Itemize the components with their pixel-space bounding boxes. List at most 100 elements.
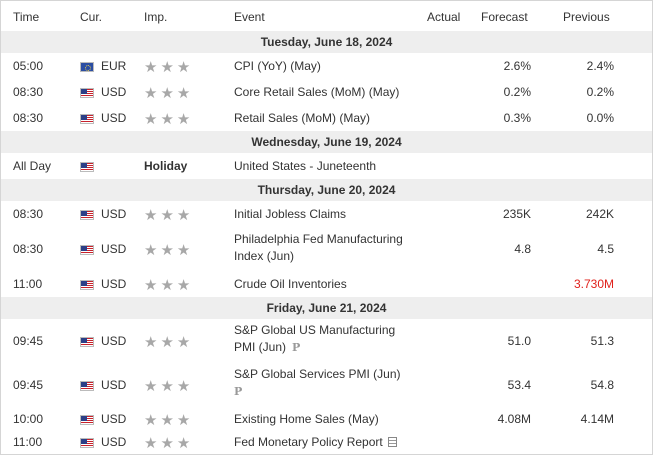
col-actual[interactable]: Actual (427, 10, 460, 24)
table-header: Time Cur. Imp. Event Actual Forecast Pre… (1, 1, 652, 32)
event-forecast: 2.6% (451, 58, 531, 75)
event-previous: 51.3 (536, 333, 614, 350)
importance-stars-icon: ★★★ (144, 378, 193, 395)
table-row[interactable]: 08:30 USD ★★★ Retail Sales (MoM) (May) 0… (1, 105, 652, 132)
event-currency: USD (101, 377, 126, 394)
us-flag-icon (80, 381, 94, 391)
us-flag-icon (80, 210, 94, 220)
event-name[interactable]: CPI (YoY) (May) (234, 58, 414, 75)
event-currency: USD (101, 84, 126, 101)
date-row: Thursday, June 20, 2024 (1, 179, 652, 202)
table-row[interactable]: 11:00 USD ★★★ Crude Oil Inventories 3.73… (1, 271, 652, 298)
preliminary-badge-icon: P (234, 383, 242, 400)
event-time: 11:00 (13, 276, 42, 293)
col-event[interactable]: Event (234, 10, 265, 24)
date-row: Wednesday, June 19, 2024 (1, 131, 652, 154)
date-row: Tuesday, June 18, 2024 (1, 31, 652, 54)
col-importance[interactable]: Imp. (144, 10, 167, 24)
importance-stars-icon: ★★★ (144, 435, 193, 452)
event-time: 08:30 (13, 206, 43, 223)
eu-flag-icon (80, 62, 94, 72)
table-row[interactable]: 08:30 USD ★★★ Core Retail Sales (MoM) (M… (1, 79, 652, 106)
event-currency: USD (101, 110, 126, 127)
col-forecast[interactable]: Forecast (481, 10, 528, 24)
event-time: 05:00 (13, 58, 43, 75)
col-currency[interactable]: Cur. (80, 10, 102, 24)
event-currency: USD (101, 206, 126, 223)
us-flag-icon (80, 415, 94, 425)
us-flag-icon (80, 88, 94, 98)
event-currency: EUR (101, 58, 126, 75)
event-name[interactable]: S&P Global US Manufacturing PMI (Jun) P (234, 322, 419, 356)
event-forecast: 4.8 (451, 241, 531, 258)
event-time: 08:30 (13, 241, 43, 258)
importance-stars-icon: ★★★ (144, 412, 193, 429)
event-time: 08:30 (13, 110, 43, 127)
event-currency: USD (101, 434, 126, 451)
importance-stars-icon: ★★★ (144, 111, 193, 128)
us-flag-icon (80, 438, 94, 448)
document-icon[interactable] (388, 437, 397, 447)
table-row[interactable]: All Day Holiday United States - Juneteen… (1, 153, 652, 180)
col-time[interactable]: Time (13, 10, 39, 24)
event-forecast: 53.4 (451, 377, 531, 394)
event-name[interactable]: Initial Jobless Claims (234, 206, 414, 223)
table-row[interactable]: 09:45 USD ★★★ S&P Global US Manufacturin… (1, 319, 652, 364)
preliminary-badge-icon: P (292, 339, 300, 356)
event-previous: 54.8 (536, 377, 614, 394)
event-forecast: 0.3% (451, 110, 531, 127)
table-row[interactable]: 11:00 USD ★★★ Fed Monetary Policy Report (1, 431, 652, 454)
table-row[interactable]: 08:30 USD ★★★ Philadelphia Fed Manufactu… (1, 227, 652, 272)
event-name-text: S&P Global US Manufacturing PMI (Jun) (234, 323, 395, 354)
event-name[interactable]: Fed Monetary Policy Report (234, 434, 434, 451)
event-forecast: 235K (451, 206, 531, 223)
col-previous[interactable]: Previous (563, 10, 610, 24)
event-name[interactable]: Philadelphia Fed Manufacturing Index (Ju… (234, 231, 414, 265)
event-name[interactable]: Core Retail Sales (MoM) (May) (234, 84, 414, 101)
event-name[interactable]: Crude Oil Inventories (234, 276, 414, 293)
event-currency: USD (101, 241, 126, 258)
holiday-label: Holiday (144, 158, 187, 175)
importance-stars-icon: ★★★ (144, 85, 193, 102)
table-row[interactable]: 05:00 EUR ★★★ CPI (YoY) (May) 2.6% 2.4% (1, 53, 652, 80)
event-previous: 0.2% (536, 84, 614, 101)
event-time: 09:45 (13, 377, 43, 394)
event-previous: 0.0% (536, 110, 614, 127)
importance-stars-icon: ★★★ (144, 207, 193, 224)
event-time: 09:45 (13, 333, 43, 350)
importance-stars-icon: ★★★ (144, 334, 193, 351)
event-time: All Day (13, 158, 51, 175)
event-forecast: 51.0 (451, 333, 531, 350)
table-row[interactable]: 09:45 USD ★★★ S&P Global Services PMI (J… (1, 363, 652, 408)
event-name[interactable]: Existing Home Sales (May) (234, 411, 414, 428)
importance-stars-icon: ★★★ (144, 277, 193, 294)
table-row[interactable]: 08:30 USD ★★★ Initial Jobless Claims 235… (1, 201, 652, 228)
event-previous: 2.4% (536, 58, 614, 75)
event-name[interactable]: S&P Global Services PMI (Jun) P (234, 366, 406, 400)
event-currency: USD (101, 333, 126, 350)
us-flag-icon (80, 162, 94, 172)
date-row: Friday, June 21, 2024 (1, 297, 652, 320)
event-previous: 3.730M (536, 276, 614, 293)
date-label: Friday, June 21, 2024 (1, 301, 652, 315)
event-name-text: Fed Monetary Policy Report (234, 435, 383, 449)
event-time: 11:00 (13, 434, 42, 451)
date-label: Thursday, June 20, 2024 (1, 183, 652, 197)
date-label: Tuesday, June 18, 2024 (1, 35, 652, 49)
event-forecast: 0.2% (451, 84, 531, 101)
event-currency: USD (101, 411, 126, 428)
event-previous: 4.5 (536, 241, 614, 258)
event-forecast: 4.08M (451, 411, 531, 428)
us-flag-icon (80, 337, 94, 347)
event-previous: 242K (536, 206, 614, 223)
event-currency: USD (101, 276, 126, 293)
event-name[interactable]: Retail Sales (MoM) (May) (234, 110, 414, 127)
us-flag-icon (80, 280, 94, 290)
event-name-text: S&P Global Services PMI (Jun) (234, 367, 401, 381)
importance-stars-icon: ★★★ (144, 59, 193, 76)
event-name[interactable]: United States - Juneteenth (234, 158, 414, 175)
date-label: Wednesday, June 19, 2024 (1, 135, 652, 149)
table-row[interactable]: 10:00 USD ★★★ Existing Home Sales (May) … (1, 407, 652, 432)
event-time: 08:30 (13, 84, 43, 101)
